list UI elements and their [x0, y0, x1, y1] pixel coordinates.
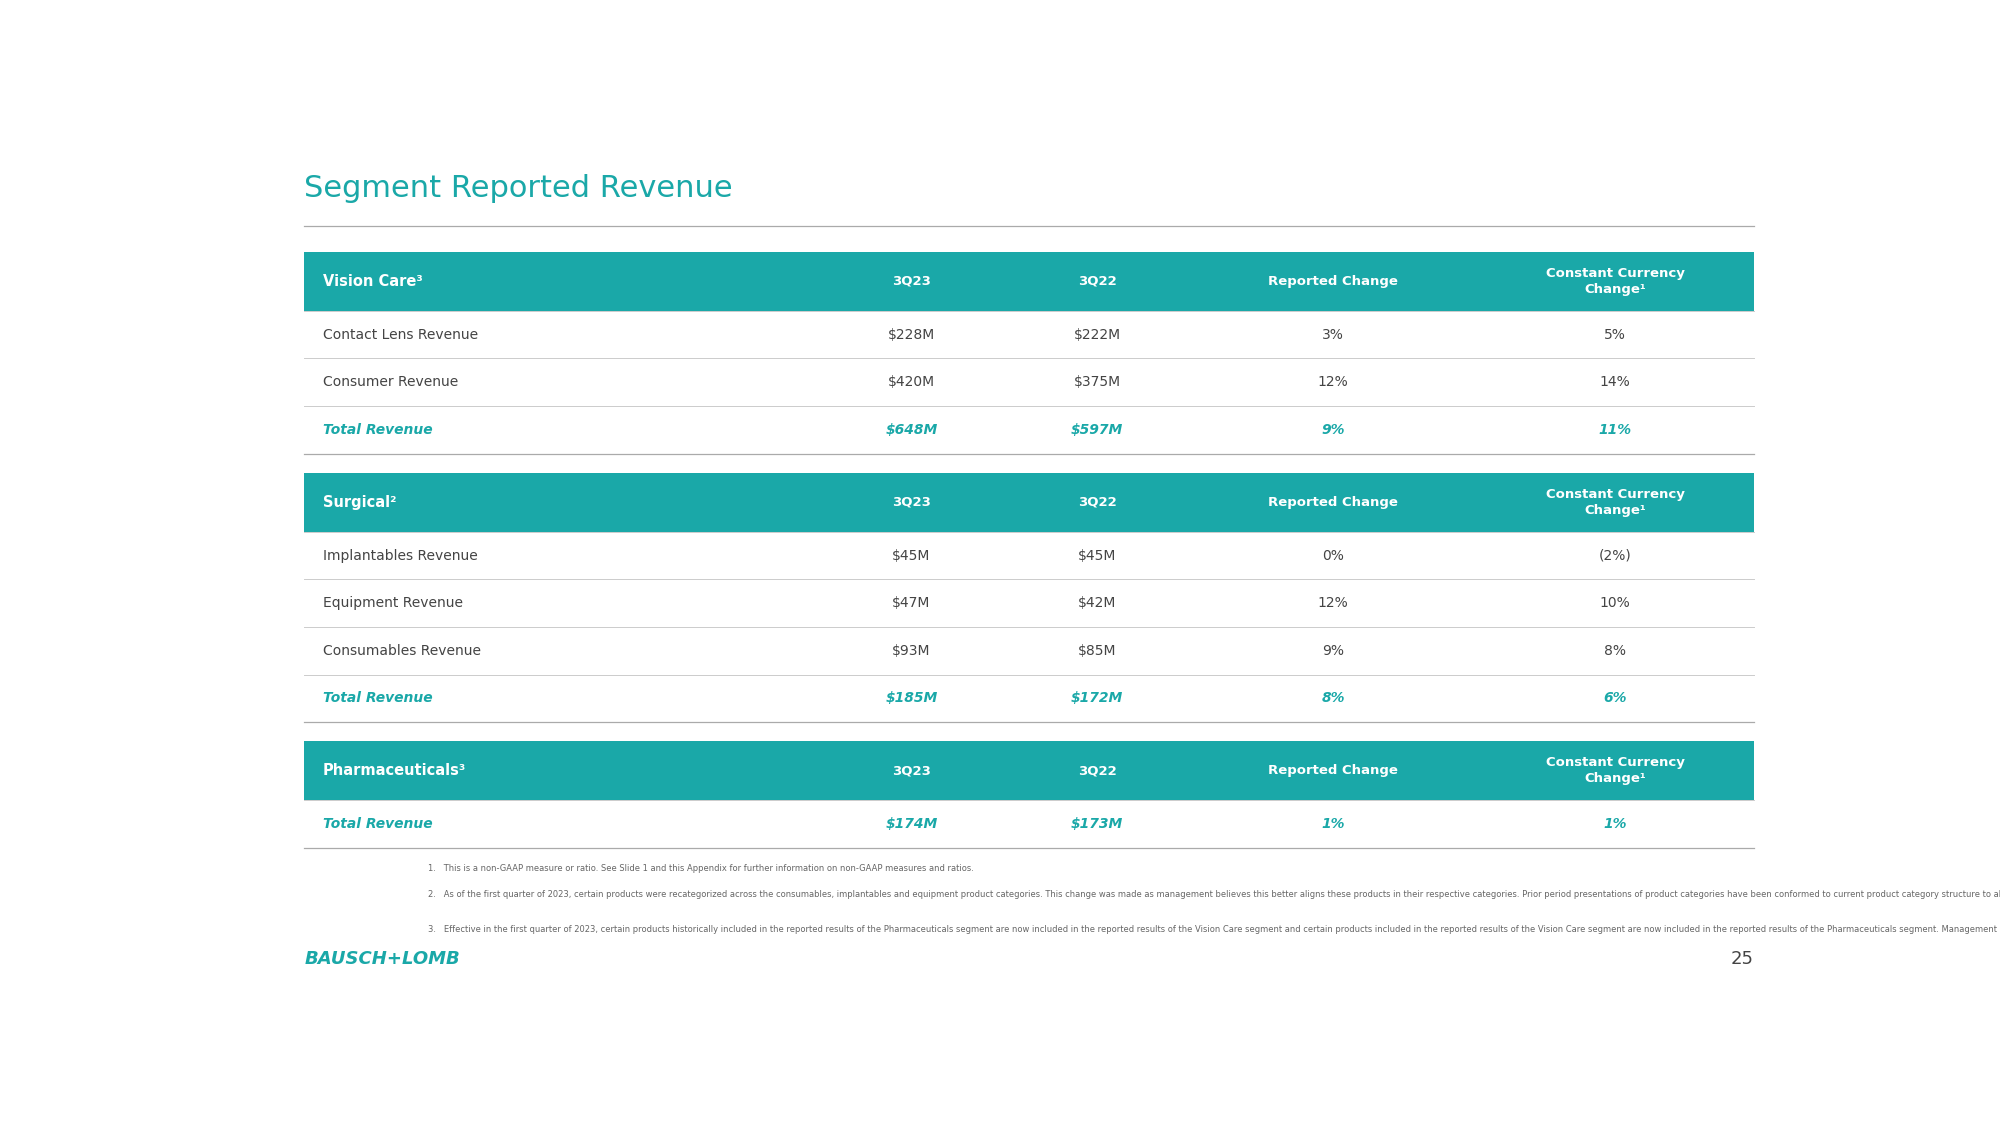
Text: 3%: 3%: [1322, 327, 1344, 342]
Text: $45M: $45M: [892, 549, 930, 562]
Text: 1%: 1%: [1604, 817, 1626, 831]
Text: $173M: $173M: [1070, 817, 1124, 831]
Bar: [304, 472, 1754, 532]
Text: Total Revenue: Total Revenue: [322, 692, 432, 705]
Text: 11%: 11%: [1598, 423, 1632, 436]
Bar: [304, 800, 1754, 848]
Text: $93M: $93M: [892, 644, 930, 658]
Text: Consumables Revenue: Consumables Revenue: [322, 644, 480, 658]
Text: $597M: $597M: [1070, 423, 1124, 436]
Text: 8%: 8%: [1604, 644, 1626, 658]
Text: Vision Care³: Vision Care³: [322, 273, 422, 289]
Text: 2.   As of the first quarter of 2023, certain products were recategorized across: 2. As of the first quarter of 2023, cert…: [428, 890, 2000, 899]
Text: 10%: 10%: [1600, 596, 1630, 610]
Text: Total Revenue: Total Revenue: [322, 423, 432, 436]
Text: Constant Currency
Change¹: Constant Currency Change¹: [1546, 756, 1684, 785]
Text: $45M: $45M: [1078, 549, 1116, 562]
Text: 12%: 12%: [1318, 596, 1348, 610]
Text: Surgical²: Surgical²: [322, 495, 396, 510]
Text: 3Q22: 3Q22: [1078, 496, 1116, 508]
Text: Reported Change: Reported Change: [1268, 274, 1398, 288]
Text: 12%: 12%: [1318, 376, 1348, 389]
Text: 3Q22: 3Q22: [1078, 274, 1116, 288]
Text: $185M: $185M: [886, 692, 938, 705]
Text: $47M: $47M: [892, 596, 930, 610]
Bar: [304, 741, 1754, 800]
Text: (2%): (2%): [1598, 549, 1632, 562]
Text: $85M: $85M: [1078, 644, 1116, 658]
Text: 1%: 1%: [1322, 817, 1344, 831]
Text: Reported Change: Reported Change: [1268, 496, 1398, 508]
Text: 0%: 0%: [1322, 549, 1344, 562]
Bar: [304, 675, 1754, 722]
Bar: [304, 532, 1754, 579]
Bar: [304, 359, 1754, 406]
Bar: [304, 579, 1754, 627]
Text: Total Revenue: Total Revenue: [322, 817, 432, 831]
Text: $375M: $375M: [1074, 376, 1120, 389]
Text: $648M: $648M: [886, 423, 938, 436]
Text: 6%: 6%: [1604, 692, 1626, 705]
Text: 1.   This is a non-GAAP measure or ratio. See Slide 1 and this Appendix for furt: 1. This is a non-GAAP measure or ratio. …: [428, 864, 974, 873]
Text: 9%: 9%: [1322, 423, 1344, 436]
Text: $172M: $172M: [1070, 692, 1124, 705]
Text: BAUSCH+LOMB: BAUSCH+LOMB: [304, 951, 460, 969]
Text: Consumer Revenue: Consumer Revenue: [322, 376, 458, 389]
Text: 25: 25: [1730, 951, 1754, 969]
Text: Contact Lens Revenue: Contact Lens Revenue: [322, 327, 478, 342]
Text: 3.   Effective in the first quarter of 2023, certain products historically inclu: 3. Effective in the first quarter of 202…: [428, 925, 2000, 934]
Bar: [304, 406, 1754, 453]
Text: 8%: 8%: [1322, 692, 1344, 705]
Bar: [304, 310, 1754, 359]
Text: 3Q22: 3Q22: [1078, 764, 1116, 777]
Text: Constant Currency
Change¹: Constant Currency Change¹: [1546, 267, 1684, 296]
Text: 5%: 5%: [1604, 327, 1626, 342]
Text: 3Q23: 3Q23: [892, 274, 930, 288]
Bar: [304, 627, 1754, 675]
Text: 14%: 14%: [1600, 376, 1630, 389]
Text: Constant Currency
Change¹: Constant Currency Change¹: [1546, 488, 1684, 516]
Text: Implantables Revenue: Implantables Revenue: [322, 549, 478, 562]
Text: $42M: $42M: [1078, 596, 1116, 610]
Text: $222M: $222M: [1074, 327, 1120, 342]
Text: $420M: $420M: [888, 376, 936, 389]
Text: $228M: $228M: [888, 327, 936, 342]
Text: Segment Reported Revenue: Segment Reported Revenue: [304, 174, 732, 202]
Bar: [304, 252, 1754, 310]
Text: Reported Change: Reported Change: [1268, 764, 1398, 777]
Text: 3Q23: 3Q23: [892, 764, 930, 777]
Text: Equipment Revenue: Equipment Revenue: [322, 596, 462, 610]
Text: 9%: 9%: [1322, 644, 1344, 658]
Text: 3Q23: 3Q23: [892, 496, 930, 508]
Text: $174M: $174M: [886, 817, 938, 831]
Text: Pharmaceuticals³: Pharmaceuticals³: [322, 764, 466, 778]
